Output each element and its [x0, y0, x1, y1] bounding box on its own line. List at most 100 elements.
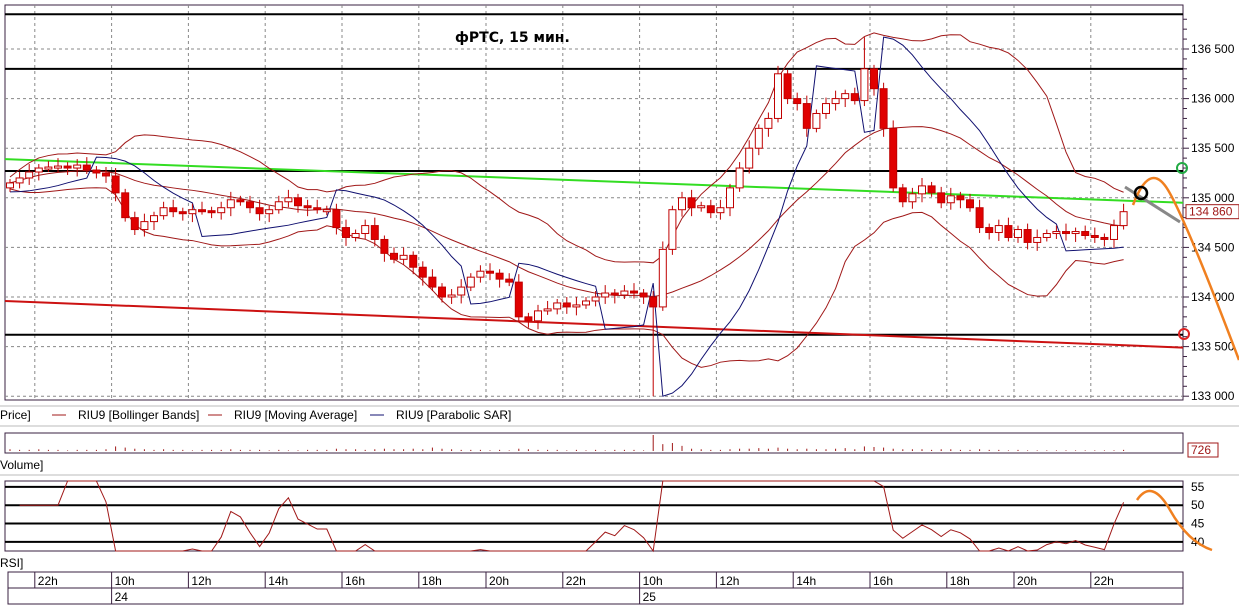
hour-label: 16h — [345, 574, 365, 588]
annotations — [1124, 162, 1239, 552]
hour-label: 20h — [1017, 574, 1037, 588]
candle-down — [255, 207, 264, 215]
candle-up — [841, 93, 850, 100]
candle-down — [495, 272, 504, 280]
candle-down — [418, 266, 427, 278]
candle-up — [582, 300, 590, 306]
candle-down — [303, 205, 312, 209]
hour-label: 22h — [1094, 574, 1114, 588]
price-tick-label: 134 000 — [1191, 290, 1235, 304]
candle-down — [198, 209, 206, 213]
candle-down — [793, 98, 802, 105]
candle-up — [44, 166, 53, 170]
candle-down — [898, 187, 907, 203]
legend-moving-average: RIU9 [Moving Average] — [234, 408, 357, 422]
candle-up — [140, 221, 149, 231]
candle-up — [543, 308, 552, 312]
candle-down — [92, 169, 101, 174]
volume-panel-label: Volume] — [0, 458, 43, 472]
candle-up — [697, 205, 706, 209]
bollinger-upper — [9, 32, 1124, 264]
candle-up — [716, 207, 725, 214]
volume-last-box — [1187, 442, 1219, 458]
candle-up — [668, 209, 677, 250]
hour-label: 16h — [873, 574, 893, 588]
candle-down — [236, 199, 245, 203]
legend: RIU9 [Bollinger Bands] RIU9 [Moving Aver… — [52, 408, 511, 422]
price-panel-label: Price] — [0, 408, 31, 422]
candle-up — [754, 127, 763, 149]
candle-up — [572, 304, 581, 308]
moving-average — [9, 126, 1124, 297]
candle-up — [812, 112, 821, 129]
candle-up — [764, 117, 773, 129]
price-tick-label: 133 000 — [1191, 389, 1235, 403]
trendline — [4, 158, 1184, 204]
candle-down — [649, 296, 658, 308]
candle-down — [313, 207, 322, 211]
volume-panel: 726 — [4, 432, 1219, 458]
candle-up — [150, 215, 158, 223]
candle-down — [639, 292, 648, 298]
candle-down — [246, 201, 254, 209]
candle-up — [1033, 236, 1042, 243]
candle-up — [994, 225, 1003, 234]
candle-down — [1062, 231, 1070, 235]
candle-up — [1052, 231, 1061, 235]
candle-down — [390, 252, 398, 260]
candle-down — [1081, 231, 1090, 236]
candle-up — [860, 68, 869, 102]
candle-down — [102, 172, 110, 177]
candle-down — [630, 290, 638, 294]
candle-up — [745, 147, 754, 169]
rsi-forecast-curve — [1135, 489, 1213, 552]
candle-up — [1119, 211, 1128, 227]
candle-down — [1004, 225, 1013, 238]
candle-up — [620, 290, 629, 296]
candle-down — [486, 270, 494, 274]
candle-down — [889, 127, 898, 189]
price-axis: 136 500 136 000 135 500 135 000 134 500 134 0… — [1183, 18, 1239, 403]
candle-up — [217, 207, 226, 214]
volume-last-label: 726 — [1191, 443, 1211, 457]
candle-up — [6, 182, 14, 189]
candle-up — [25, 171, 34, 179]
candle-down — [63, 165, 72, 169]
candle-up — [466, 276, 475, 288]
candle-down — [438, 286, 446, 298]
hour-label: 18h — [422, 574, 442, 588]
legend-bollinger: RIU9 [Bollinger Bands] — [78, 408, 199, 422]
red-circle-marker — [1178, 328, 1190, 340]
price-tick-label: 135 500 — [1191, 141, 1235, 155]
candle-down — [1100, 236, 1109, 240]
candle-up — [457, 286, 466, 296]
hour-label: 18h — [950, 574, 970, 588]
candle-down — [524, 316, 533, 322]
candle-up — [946, 195, 955, 204]
price-tick-label: 134 500 — [1191, 240, 1235, 254]
trendline — [4, 299, 1184, 349]
hour-label: 10h — [643, 574, 663, 588]
candle-up — [447, 294, 456, 298]
price-tick-label: 136 500 — [1191, 42, 1235, 56]
candle-up — [908, 193, 917, 203]
candle-down — [111, 175, 120, 194]
candle-up — [591, 296, 600, 302]
candle-down — [927, 185, 936, 194]
green-circle-marker — [1176, 162, 1188, 174]
candle-up — [678, 197, 686, 211]
price-tick-label: 135 000 — [1191, 191, 1235, 205]
candle-down — [82, 164, 91, 171]
candle-up — [774, 73, 782, 119]
candle-up — [54, 165, 62, 169]
day-label: 24 — [115, 590, 129, 604]
candle-down — [1023, 229, 1032, 243]
time-axis: 22h 10h 12h 14h 16h 18h 20h 22h 10h 12h 14h 16h 18h 2… — [7, 571, 1184, 605]
candle-down — [610, 292, 619, 296]
rsi-panel-frame — [4, 480, 1184, 552]
candle-up — [351, 233, 360, 238]
candle-down — [207, 210, 216, 214]
hour-label: 12h — [719, 574, 739, 588]
rsi-tick-label: 50 — [1191, 498, 1205, 512]
candle-down — [121, 192, 130, 219]
